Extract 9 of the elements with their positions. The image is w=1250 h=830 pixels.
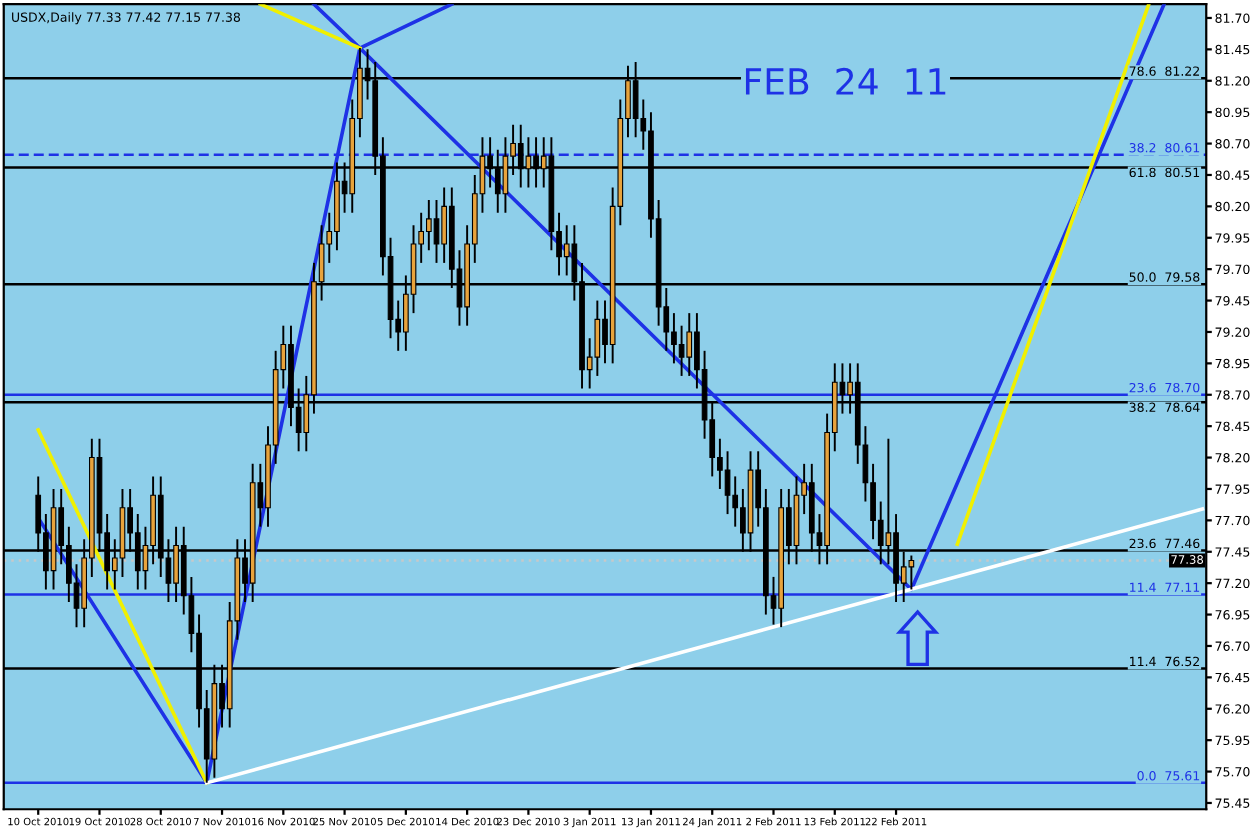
candlestick: [441, 186, 448, 264]
candlestick: [433, 199, 440, 264]
candlestick: [563, 224, 570, 277]
annotation: FEB 24 11: [745, 67, 946, 95]
candlestick: [671, 312, 677, 365]
candlestick: [678, 324, 685, 377]
candlestick: [425, 199, 432, 252]
candlestick: [686, 312, 693, 377]
candlestick: [724, 450, 731, 516]
